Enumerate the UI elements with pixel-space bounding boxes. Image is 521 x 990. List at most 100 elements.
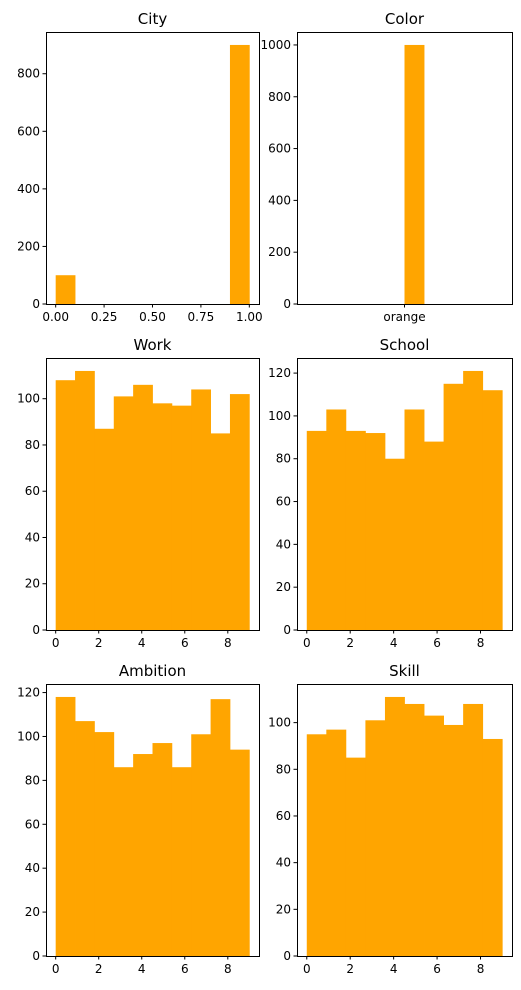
x-tick-label: 8	[224, 636, 232, 650]
y-tick-label: 0	[32, 623, 40, 637]
y-tick-label: 100	[17, 729, 40, 743]
y-tick-label: 120	[268, 366, 291, 380]
y-tick-label: 0	[283, 949, 291, 963]
histogram-bar	[55, 696, 76, 956]
x-tick-label: 0	[52, 636, 60, 650]
histogram-bar	[345, 757, 366, 956]
x-tick-label: 2	[95, 962, 103, 976]
chart-title: Ambition	[119, 662, 186, 680]
y-tick-label: 0	[283, 623, 291, 637]
subplot-school: School 0 20 40 60 80 100 120 0 2 4 6 8	[268, 336, 513, 650]
subplot-work: Work 0 20 40 60 80 100 0 2 4 6 8	[17, 336, 260, 650]
histogram-bar	[94, 428, 115, 630]
x-tick-label: 1.00	[236, 310, 263, 324]
x-tick-label: 4	[390, 636, 398, 650]
histogram-bar	[384, 458, 405, 630]
histogram-bar	[75, 370, 95, 630]
x-tick-label: 0	[52, 962, 60, 976]
chart-title: School	[380, 336, 430, 354]
histogram-bar	[306, 734, 327, 956]
y-tick-label: 100	[268, 716, 291, 730]
x-tick-label: 6	[181, 636, 189, 650]
histogram-bar	[210, 699, 231, 956]
histogram-bar	[443, 383, 464, 630]
x-tick-label: 4	[138, 636, 146, 650]
histogram-bar	[75, 721, 95, 956]
y-tick-label: 400	[268, 193, 291, 207]
y-tick-label: 0	[32, 949, 40, 963]
subplot-ambition: Ambition 0 20 40 60 80 100 120 0 2 4 6 8	[17, 662, 260, 976]
histogram-bar	[171, 405, 192, 630]
y-tick-label: 800	[17, 67, 40, 81]
histogram-bar	[113, 767, 134, 956]
axes-frame	[297, 358, 513, 631]
x-tick-label: 0	[303, 636, 311, 650]
histogram-bar	[404, 44, 425, 304]
y-tick-label: 400	[17, 182, 40, 196]
y-tick-label: 80	[276, 762, 291, 776]
y-tick-label: 40	[25, 530, 40, 544]
x-tick-label: 0.25	[91, 310, 118, 324]
y-tick-label: 20	[276, 580, 291, 594]
x-tick-label: 4	[138, 962, 146, 976]
y-tick-label: 60	[25, 817, 40, 831]
x-tick-label: 0	[303, 962, 311, 976]
axes-frame	[46, 358, 260, 631]
chart-title: City	[138, 10, 168, 28]
histogram-bar	[191, 389, 211, 630]
chart-title: Skill	[389, 662, 420, 680]
x-tick-label: 6	[433, 962, 441, 976]
y-tick-label: 200	[17, 239, 40, 253]
histogram-bar	[133, 754, 153, 956]
y-tick-label: 1000	[260, 38, 291, 52]
x-tick-label: 8	[477, 962, 485, 976]
histogram-bar	[463, 703, 484, 956]
histogram-bar	[55, 275, 76, 304]
y-tick-label: 60	[25, 484, 40, 498]
y-tick-label: 0	[32, 297, 40, 311]
histogram-bar	[424, 441, 444, 630]
histogram-bar	[113, 396, 134, 630]
x-tick-label: 2	[346, 962, 354, 976]
axes-frame	[297, 684, 513, 957]
x-tick-label: 6	[181, 962, 189, 976]
x-tick-label: 6	[433, 636, 441, 650]
histogram-bar	[326, 729, 347, 956]
y-tick-label: 80	[25, 438, 40, 452]
x-tick-label: 0.00	[42, 310, 69, 324]
histogram-bar	[443, 724, 464, 956]
histogram-bar	[133, 384, 153, 630]
y-tick-label: 600	[17, 124, 40, 138]
histogram-bar	[404, 703, 425, 956]
histogram-bar	[365, 720, 386, 956]
histogram-bar	[229, 394, 250, 630]
x-tick-label: 8	[477, 636, 485, 650]
y-tick-label: 60	[276, 495, 291, 509]
histogram-bar	[365, 433, 386, 630]
y-tick-label: 80	[276, 452, 291, 466]
y-tick-label: 20	[25, 905, 40, 919]
histogram-bar	[152, 403, 173, 630]
chart-title: Color	[385, 10, 425, 28]
histogram-bar	[404, 409, 425, 630]
y-tick-label: 20	[276, 902, 291, 916]
histogram-bar	[424, 715, 444, 956]
histogram-bar	[171, 767, 192, 956]
histogram-bar	[191, 734, 211, 956]
histogram-bar	[482, 738, 503, 956]
y-tick-label: 40	[25, 861, 40, 875]
y-tick-label: 100	[268, 409, 291, 423]
subplot-city: City 0 200 400 600 800 0.00 0.25 0.50 0.75 1.00	[17, 10, 263, 324]
y-tick-label: 80	[25, 773, 40, 787]
y-tick-label: 40	[276, 537, 291, 551]
x-tick-label: 2	[95, 636, 103, 650]
axes-frame	[46, 684, 260, 957]
histogram-bar	[229, 44, 250, 304]
x-tick-label: 0.75	[188, 310, 215, 324]
x-tick-label: 2	[346, 636, 354, 650]
subplot-skill: Skill 0 20 40 60 80 100 0 2 4 6 8	[268, 662, 513, 976]
y-tick-label: 800	[268, 90, 291, 104]
x-tick-label: 8	[224, 962, 232, 976]
x-tick-label: 4	[390, 962, 398, 976]
